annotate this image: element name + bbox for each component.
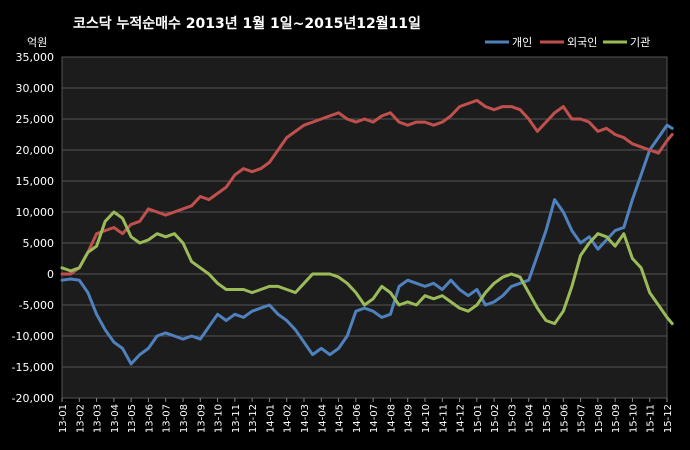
x-tick-label: 13-11 [231, 404, 242, 433]
y-tick-label: 30,000 [16, 82, 55, 95]
y-tick-label: 0 [47, 268, 54, 281]
x-tick-label: 15-04 [525, 404, 536, 433]
y-tick-label: -15,000 [12, 361, 54, 374]
x-tick-label: 13-04 [110, 404, 121, 433]
y-tick-label: -5,000 [19, 299, 54, 312]
legend-label: 개인 [512, 36, 532, 49]
x-tick-label: 14-01 [265, 404, 276, 433]
x-tick-label: 15-05 [542, 404, 553, 433]
x-tick-label: 13-01 [58, 404, 69, 433]
y-tick-label: 10,000 [16, 206, 55, 219]
x-tick-label: 15-10 [628, 404, 639, 433]
series-line [60, 210, 674, 326]
y-tick-label: -20,000 [12, 392, 54, 405]
x-tick-label: 14-10 [421, 404, 432, 433]
chart-title: 코스닥 누적순매수 2013년 1월 1일~2015년12월11일 [73, 15, 421, 32]
x-tick-label: 15-06 [559, 404, 570, 433]
legend: 개인 외국인 기관 [485, 36, 650, 49]
x-tick-label: 14-04 [317, 404, 328, 433]
x-tick-label: 15-02 [490, 404, 501, 433]
x-tick-label: 13-07 [162, 404, 173, 433]
x-tick-label: 13-12 [248, 404, 259, 433]
y-tick-label: 15,000 [16, 175, 55, 188]
x-tick-label: 15-08 [594, 404, 605, 433]
x-tick-label: 15-09 [611, 404, 622, 433]
series-line [60, 98, 674, 276]
y-tick-label: 35,000 [16, 51, 55, 64]
x-tick-label: 13-03 [93, 404, 104, 433]
x-tick-label: 15-03 [507, 404, 518, 433]
y-axis-unit-label: 억원 [27, 36, 47, 49]
y-axis: 35,000 30,000 25,000 20,000 15,000 10,000 5,00… [12, 51, 54, 405]
y-tick-label: 5,000 [23, 237, 55, 250]
x-axis: 13-01 13-02 13-03 13-04 13-05 13-06 13-07 13-08… [58, 398, 674, 433]
x-tick-label: 15-12 [663, 404, 674, 433]
x-tick-label: 13-08 [179, 404, 190, 433]
y-tick-label: -10,000 [12, 330, 54, 343]
x-tick-label: 14-05 [335, 404, 346, 433]
y-tick-label: 25,000 [16, 113, 55, 126]
x-tick-label: 13-02 [75, 404, 86, 433]
series-lines [60, 98, 674, 366]
legend-label: 외국인 [567, 36, 597, 49]
x-tick-label: 14-09 [404, 404, 415, 433]
x-tick-label: 15-01 [473, 404, 484, 433]
x-tick-label: 14-03 [300, 404, 311, 433]
y-tick-label: 20,000 [16, 144, 55, 157]
x-tick-label: 14-02 [283, 404, 294, 433]
x-tick-label: 13-10 [214, 404, 225, 433]
series-line [60, 123, 674, 366]
x-tick-label: 14-07 [369, 404, 380, 433]
x-tick-label: 14-08 [386, 404, 397, 433]
x-tick-label: 15-07 [577, 404, 588, 433]
x-tick-label: 13-06 [144, 404, 155, 433]
x-tick-label: 13-05 [127, 404, 138, 433]
x-tick-label: 14-12 [456, 404, 467, 433]
x-tick-label: 13-09 [196, 404, 207, 433]
legend-label: 기관 [630, 36, 650, 49]
x-tick-label: 14-11 [438, 404, 449, 433]
x-tick-label: 14-06 [352, 404, 363, 433]
x-tick-label: 15-11 [646, 404, 657, 433]
plot-area [61, 56, 668, 399]
